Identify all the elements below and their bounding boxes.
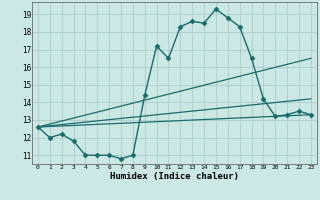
X-axis label: Humidex (Indice chaleur): Humidex (Indice chaleur) bbox=[110, 172, 239, 181]
